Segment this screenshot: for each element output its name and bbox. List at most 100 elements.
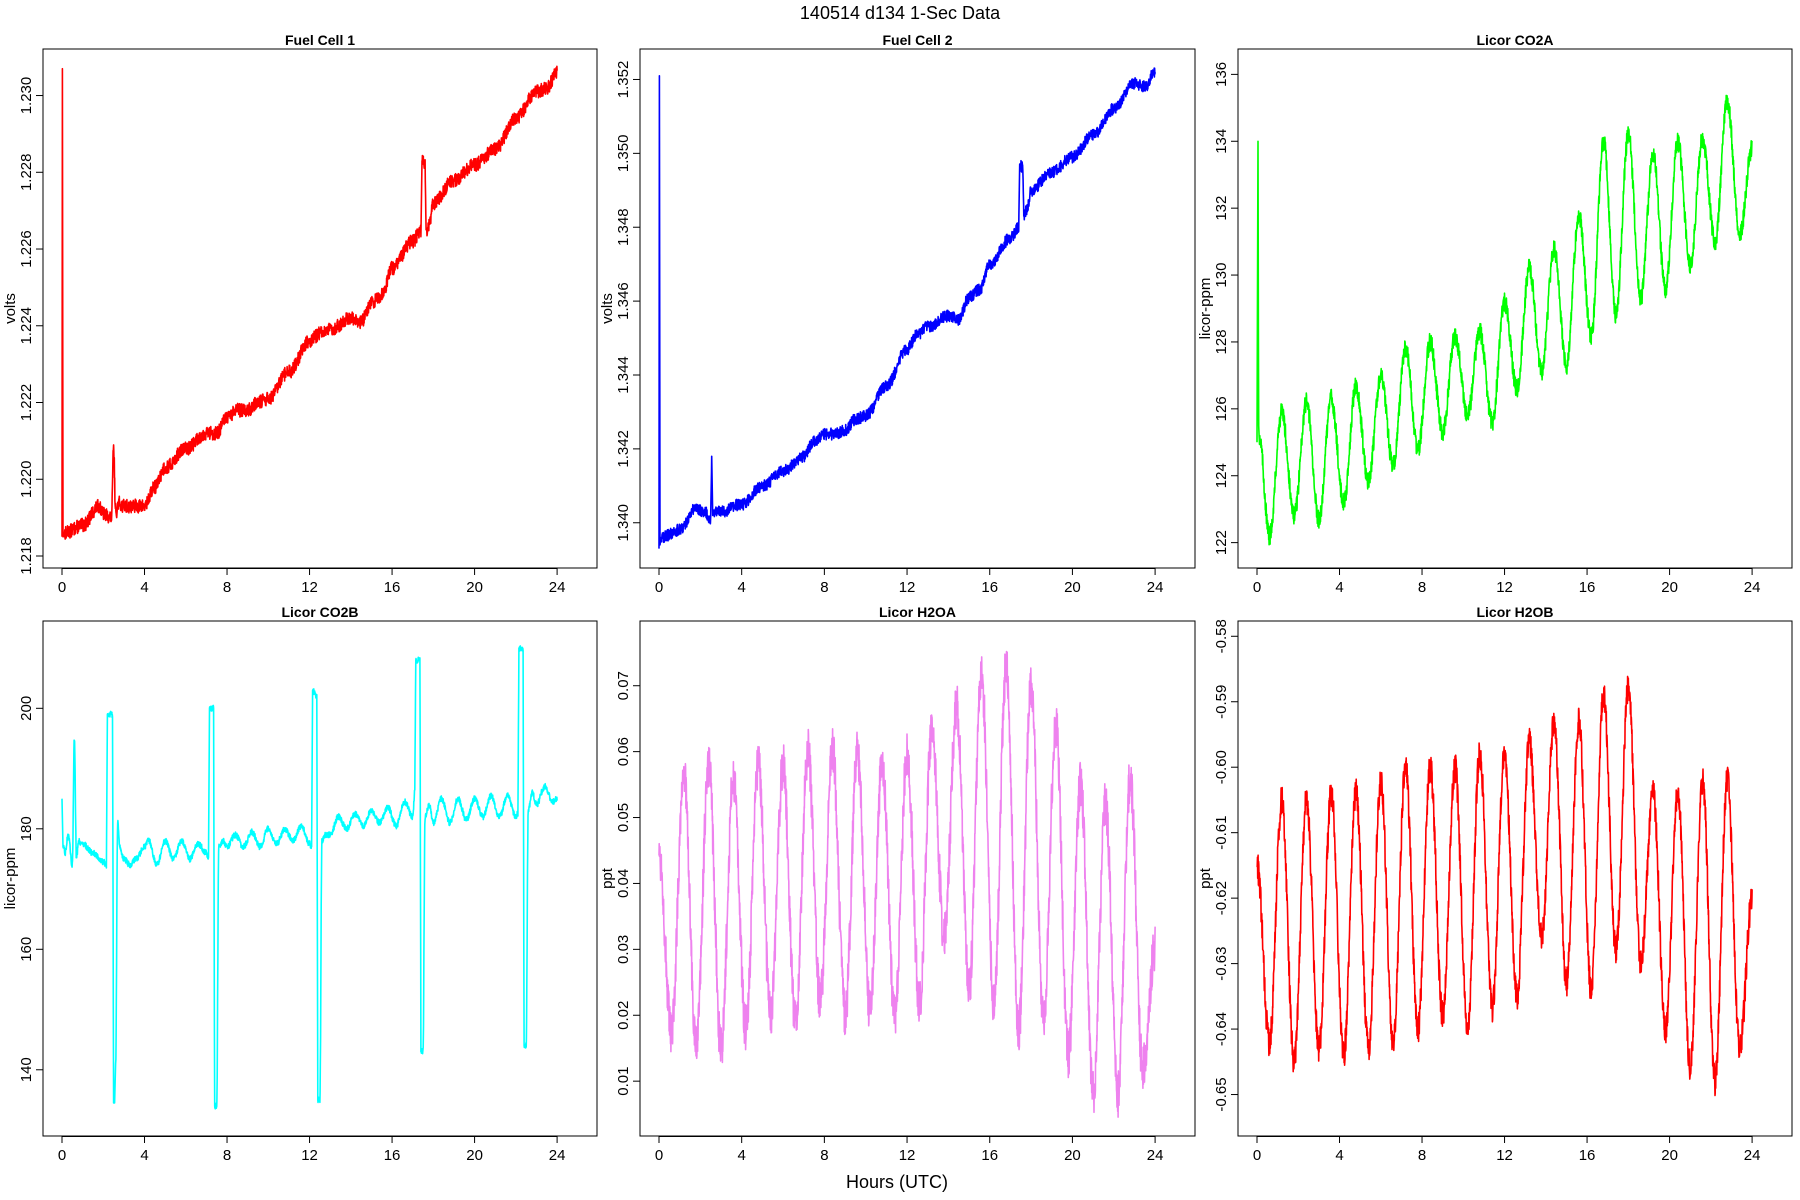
x-tick-label: 0 [58, 579, 66, 596]
x-tick-label: 8 [223, 1147, 231, 1164]
x-tick-label: 24 [1147, 1147, 1164, 1164]
x-tick-label: 24 [549, 579, 566, 596]
panel-grid: Fuel Cell 1 volts 0 4 8 12 16 20 24 1.218 1.220 1.2… [2, 32, 1793, 1164]
x-tick-label: 4 [1335, 1147, 1343, 1164]
x-tick-label: 16 [1579, 579, 1596, 596]
y-tick-label: 1.346 [615, 282, 632, 320]
x-tick-label: 24 [1744, 1147, 1761, 1164]
series-line-1 [1256, 94, 1753, 546]
x-tick-label: 12 [301, 579, 318, 596]
x-tick-label: 0 [655, 1147, 663, 1164]
x-tick-label: 20 [1661, 579, 1678, 596]
x-tick-label: 20 [466, 579, 483, 596]
y-tick-label: 128 [1213, 329, 1230, 354]
y-tick-label: 0.01 [615, 1067, 632, 1096]
y-tick-label: -0.60 [1213, 750, 1230, 784]
y-tick-label: 0.07 [615, 671, 632, 700]
y-tick-label: 1.348 [615, 208, 632, 246]
panel-4: Licor CO2B licor-ppm 0 4 8 12 16 20 24 140 160 180 2… [2, 604, 598, 1164]
y-tick-label: 180 [18, 816, 35, 841]
x-tick-label: 12 [899, 579, 916, 596]
x-tick-label: 4 [738, 1147, 746, 1164]
panel-title: Licor H2OB [1476, 604, 1553, 620]
plot-frame [1237, 620, 1793, 1137]
y-tick-label: 1.224 [18, 307, 35, 345]
panel-title: Licor CO2A [1476, 32, 1553, 48]
y-tick-label: 1.350 [615, 135, 632, 173]
y-tick-label: -0.63 [1213, 947, 1230, 981]
x-tick-label: 4 [1335, 579, 1343, 596]
y-tick-label: 132 [1213, 196, 1230, 221]
y-tick-label: -0.58 [1213, 619, 1230, 653]
y-axis-label: volts [599, 293, 616, 324]
x-tick-label: 0 [1253, 1147, 1261, 1164]
y-tick-label: 0.02 [615, 1001, 632, 1030]
x-tick-label: 20 [1064, 1147, 1081, 1164]
panel-2: Fuel Cell 2 volts 0 4 8 12 16 20 24 1.340 1.342 1.3… [599, 32, 1196, 596]
x-tick-label: 8 [1418, 579, 1426, 596]
y-axis-label: ppt [1197, 867, 1214, 889]
x-tick-label: 24 [1744, 579, 1761, 596]
y-tick-label: 1.228 [18, 154, 35, 192]
x-tick-label: 8 [1418, 1147, 1426, 1164]
y-tick-label: 0.05 [615, 803, 632, 832]
series-line-1 [61, 645, 558, 1110]
plot-frame [1237, 48, 1793, 569]
x-tick-label: 16 [384, 579, 401, 596]
x-tick-label: 20 [1064, 579, 1081, 596]
y-tick-label: 1.342 [615, 430, 632, 468]
y-tick-label: -0.61 [1213, 816, 1230, 850]
y-axis-label: licor-ppm [2, 848, 19, 910]
y-tick-label: 1.226 [18, 230, 35, 268]
x-tick-label: 4 [140, 1147, 148, 1164]
x-tick-label: 12 [301, 1147, 318, 1164]
y-tick-label: -0.64 [1213, 1012, 1230, 1046]
plot-frame [639, 48, 1196, 569]
x-tick-label: 16 [981, 1147, 998, 1164]
x-tick-label: 12 [899, 1147, 916, 1164]
panel-title: Licor H2OA [879, 604, 956, 620]
y-tick-label: -0.59 [1213, 685, 1230, 719]
y-tick-label: 130 [1213, 263, 1230, 288]
x-tick-label: 8 [223, 579, 231, 596]
y-tick-label: 126 [1213, 396, 1230, 421]
y-tick-label: 0.04 [615, 869, 632, 898]
y-tick-label: 1.352 [615, 61, 632, 99]
x-tick-label: 12 [1496, 579, 1513, 596]
y-tick-label: 1.340 [615, 504, 632, 542]
x-tick-label: 16 [384, 1147, 401, 1164]
y-tick-label: -0.62 [1213, 881, 1230, 915]
panel-5: Licor H2OA ppt 0 4 8 12 16 20 24 0.01 0.02 0.03 0.04… [599, 604, 1196, 1164]
x-tick-label: 20 [1661, 1147, 1678, 1164]
x-tick-label: 16 [1579, 1147, 1596, 1164]
x-tick-label: 20 [466, 1147, 483, 1164]
series-line-1 [658, 650, 1156, 1118]
y-axis-label: licor-ppm [1197, 278, 1214, 340]
y-tick-label: 134 [1213, 129, 1230, 154]
y-tick-label: 122 [1213, 530, 1230, 555]
x-tick-label: 12 [1496, 1147, 1513, 1164]
x-tick-label: 4 [738, 579, 746, 596]
y-tick-label: -0.65 [1213, 1077, 1230, 1111]
panel-title: Fuel Cell 1 [285, 32, 355, 48]
y-tick-label: 124 [1213, 463, 1230, 488]
x-tick-label: 8 [820, 579, 828, 596]
y-tick-label: 200 [18, 696, 35, 721]
y-tick-label: 1.218 [18, 537, 35, 575]
y-tick-label: 0.06 [615, 737, 632, 766]
x-tick-label: 24 [1147, 579, 1164, 596]
y-tick-label: 1.222 [18, 384, 35, 422]
x-tick-label: 0 [1253, 579, 1261, 596]
y-tick-label: 0.03 [615, 935, 632, 964]
x-tick-label: 8 [820, 1147, 828, 1164]
x-tick-label: 0 [655, 579, 663, 596]
y-axis-label: ppt [599, 867, 616, 889]
panel-title: Licor CO2B [281, 604, 358, 620]
y-tick-label: 1.344 [615, 356, 632, 394]
series-line-1 [658, 67, 1156, 549]
series-line-1 [61, 65, 558, 540]
y-tick-label: 1.220 [18, 460, 35, 498]
panel-6: Licor H2OB ppt 0 4 8 12 16 20 24 -0.65 -0.64 -0.63 -… [1197, 604, 1793, 1164]
x-tick-label: 0 [58, 1147, 66, 1164]
